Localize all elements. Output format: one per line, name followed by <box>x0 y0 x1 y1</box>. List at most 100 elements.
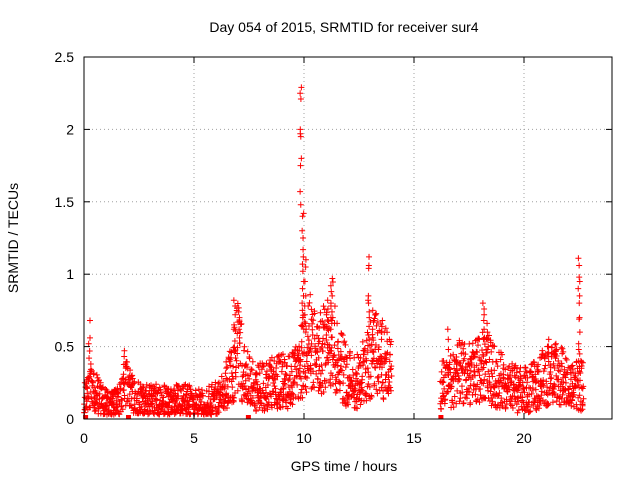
data-point <box>215 409 222 416</box>
data-point <box>171 385 178 392</box>
data-point <box>546 387 553 394</box>
data-point <box>575 340 582 347</box>
data-point <box>359 338 366 345</box>
data-point <box>140 410 147 417</box>
data-point <box>508 402 515 409</box>
data-point <box>445 346 452 353</box>
data-point <box>307 291 314 298</box>
data-point <box>526 408 533 415</box>
data-point <box>489 373 496 380</box>
data-point <box>230 297 237 304</box>
data-point <box>328 308 335 315</box>
data-point <box>563 356 570 363</box>
data-point <box>304 333 311 340</box>
data-point <box>464 366 471 373</box>
data-point <box>577 370 584 377</box>
data-point <box>311 383 318 390</box>
data-point <box>368 341 375 348</box>
data-point <box>319 380 326 387</box>
data-point <box>470 349 477 356</box>
data-point <box>310 317 317 324</box>
data-point <box>214 407 221 414</box>
data-point <box>339 332 346 339</box>
data-point <box>541 355 548 362</box>
data-point <box>84 390 91 397</box>
y-tick-label: 1.5 <box>55 194 75 210</box>
data-point <box>349 380 356 387</box>
data-point <box>296 347 303 354</box>
data-point <box>234 344 241 351</box>
data-point <box>223 365 230 372</box>
data-point <box>228 370 235 377</box>
data-point <box>445 336 452 343</box>
data-point <box>298 155 305 162</box>
data-point <box>566 392 573 399</box>
data-point <box>299 261 306 268</box>
data-point <box>365 300 372 307</box>
data-point <box>365 369 372 376</box>
x-tick-label: 20 <box>516 430 532 446</box>
data-point <box>536 402 543 409</box>
data-point <box>281 359 288 366</box>
data-point <box>500 375 507 382</box>
data-point <box>575 285 582 292</box>
data-point <box>253 378 260 385</box>
data-point <box>547 364 554 371</box>
data-point <box>270 368 277 375</box>
data-point <box>551 382 558 389</box>
data-point <box>539 397 546 404</box>
data-point <box>580 395 587 402</box>
data-point <box>96 390 103 397</box>
data-point <box>372 342 379 349</box>
data-point <box>441 385 448 392</box>
data-point <box>296 356 303 363</box>
chart-title: Day 054 of 2015, SRMTID for receiver sur… <box>209 19 478 35</box>
data-point <box>187 386 194 393</box>
data-point <box>295 352 302 359</box>
data-point <box>387 384 394 391</box>
data-point <box>305 349 312 356</box>
data-point <box>522 365 529 372</box>
data-point <box>129 375 136 382</box>
data-point <box>165 410 172 417</box>
data-point <box>301 278 308 285</box>
data-point <box>302 292 309 299</box>
data-point <box>275 353 282 360</box>
data-point <box>378 323 385 330</box>
data-point <box>268 404 275 411</box>
data-point <box>569 397 576 404</box>
data-point <box>324 297 331 304</box>
data-point <box>506 386 513 393</box>
data-point <box>363 337 370 344</box>
data-point <box>462 351 469 358</box>
data-point <box>128 395 135 402</box>
data-point <box>356 360 363 367</box>
data-point <box>299 307 306 314</box>
data-point <box>236 314 243 321</box>
data-point <box>456 376 463 383</box>
data-point <box>253 371 260 378</box>
data-point <box>302 329 309 336</box>
data-point <box>465 385 472 392</box>
data-point <box>573 401 580 408</box>
data-point <box>310 368 317 375</box>
data-point <box>447 369 454 376</box>
data-point <box>325 318 332 325</box>
data-point <box>174 382 181 389</box>
data-point <box>357 355 364 362</box>
data-point <box>552 340 559 347</box>
data-point <box>319 318 326 325</box>
data-point <box>375 343 382 350</box>
data-point <box>314 323 321 330</box>
data-point <box>364 365 371 372</box>
data-point <box>328 288 335 295</box>
data-point <box>297 90 304 97</box>
x-axis-label: GPS time / hours <box>291 458 398 474</box>
data-point <box>110 401 117 408</box>
data-point <box>345 374 352 381</box>
data-point <box>576 316 583 323</box>
data-point <box>256 404 263 411</box>
data-point <box>91 384 98 391</box>
data-point <box>515 407 522 414</box>
data-point <box>507 401 514 408</box>
